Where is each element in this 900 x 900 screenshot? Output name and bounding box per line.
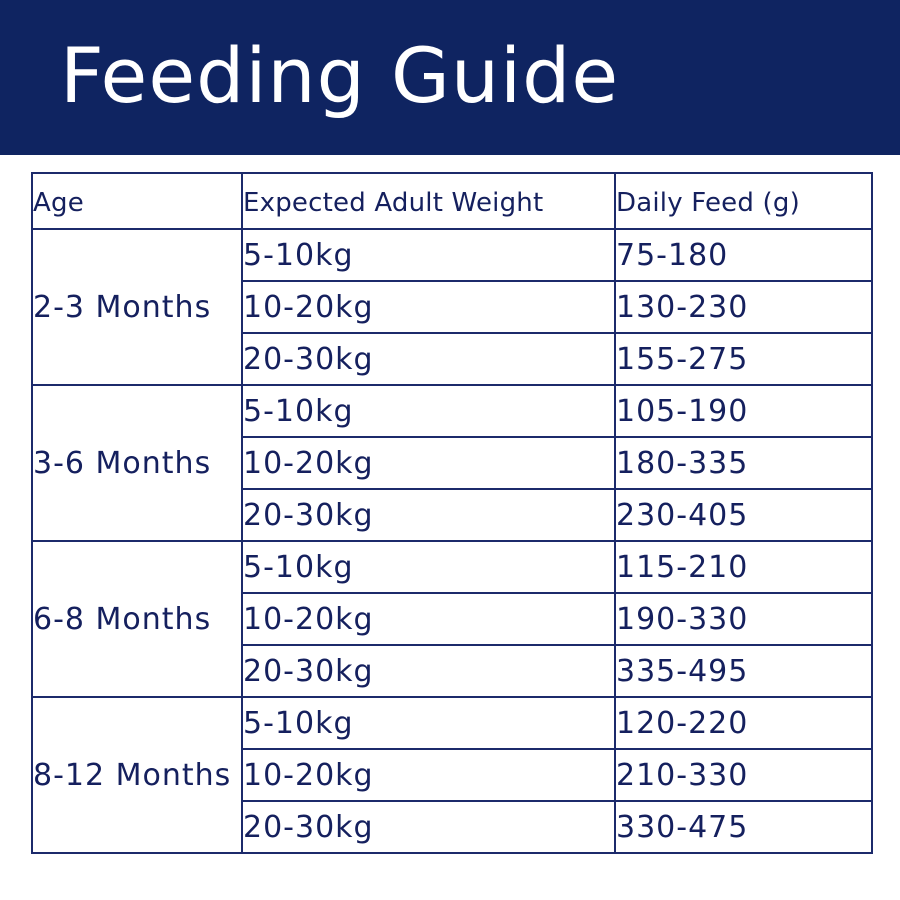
feed-cell: 210-330 <box>614 748 873 802</box>
feed-cell: 105-190 <box>614 384 873 438</box>
feeding-table: Age Expected Adult Weight Daily Feed (g)… <box>31 172 873 854</box>
table-row: 20-30kg 155-275 <box>32 332 873 386</box>
age-group-cell: 8-12 Months <box>31 696 243 854</box>
feed-cell: 335-495 <box>614 644 873 698</box>
age-group-cell: 2-3 Months <box>31 228 243 386</box>
page-title: Feeding Guide <box>60 31 620 120</box>
feed-cell: 75-180 <box>614 228 873 282</box>
table-row: 8-12 Months 5-10kg 120-220 <box>31 696 873 854</box>
weight-cell: 5-10kg <box>241 228 616 282</box>
feed-cell: 330-475 <box>614 800 873 854</box>
table-row: 10-20kg 190-330 <box>32 592 873 646</box>
weight-cell: 5-10kg <box>241 540 616 594</box>
table-row: 2-3 Months 5-10kg 75-180 <box>31 228 873 386</box>
weight-cell: 10-20kg <box>241 748 616 802</box>
weight-cell: 20-30kg <box>241 332 616 386</box>
weight-cell: 20-30kg <box>241 644 616 698</box>
table-row: 6-8 Months 5-10kg 115-210 <box>31 540 873 698</box>
table-row: 20-30kg 230-405 <box>32 488 873 542</box>
table-row: 20-30kg 335-495 <box>32 644 873 698</box>
column-header-daily-feed: Daily Feed (g) <box>614 172 873 230</box>
weight-cell: 20-30kg <box>241 800 616 854</box>
table-row: 10-20kg 130-230 <box>32 280 873 334</box>
column-header-expected-adult-weight: Expected Adult Weight <box>241 172 616 230</box>
table-row: 10-20kg 180-335 <box>32 436 873 490</box>
table-row: 10-20kg 210-330 <box>32 748 873 802</box>
feed-cell: 130-230 <box>614 280 873 334</box>
column-header-age: Age <box>31 172 243 230</box>
feed-cell: 230-405 <box>614 488 873 542</box>
weight-cell: 20-30kg <box>241 488 616 542</box>
weight-cell: 5-10kg <box>241 384 616 438</box>
header-banner: Feeding Guide <box>0 0 900 155</box>
feed-cell: 190-330 <box>614 592 873 646</box>
feed-cell: 180-335 <box>614 436 873 490</box>
table-header-row: Age Expected Adult Weight Daily Feed (g) <box>31 172 873 230</box>
weight-cell: 10-20kg <box>241 436 616 490</box>
weight-cell: 5-10kg <box>241 696 616 750</box>
table-row: 20-30kg 330-475 <box>32 800 873 854</box>
feed-cell: 115-210 <box>614 540 873 594</box>
feed-cell: 120-220 <box>614 696 873 750</box>
age-group-cell: 6-8 Months <box>31 540 243 698</box>
weight-cell: 10-20kg <box>241 280 616 334</box>
age-group-cell: 3-6 Months <box>31 384 243 542</box>
feed-cell: 155-275 <box>614 332 873 386</box>
table-row: 3-6 Months 5-10kg 105-190 <box>31 384 873 542</box>
weight-cell: 10-20kg <box>241 592 616 646</box>
